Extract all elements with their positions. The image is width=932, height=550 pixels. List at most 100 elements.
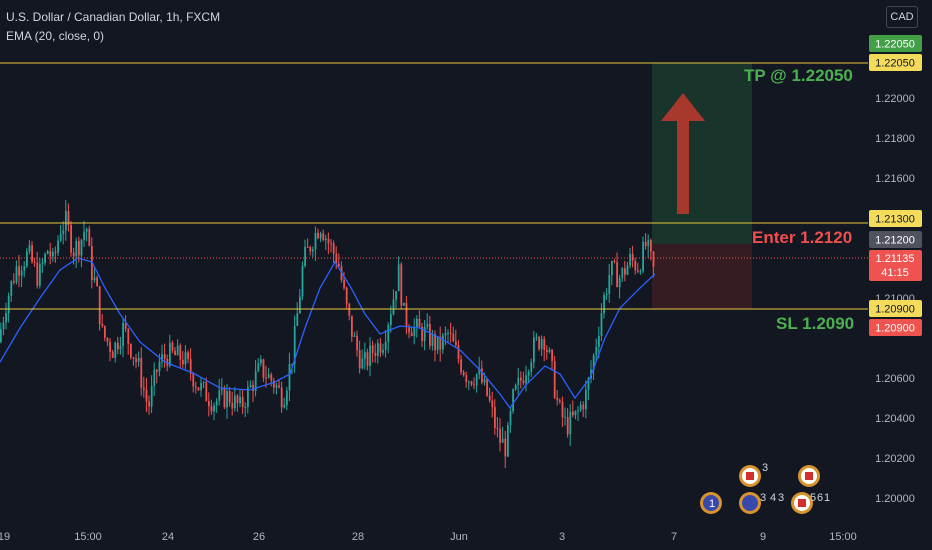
candle <box>582 404 585 410</box>
candle <box>288 364 291 391</box>
candle <box>618 278 621 288</box>
candle <box>494 407 496 428</box>
candle <box>309 247 312 252</box>
candle <box>117 342 119 350</box>
svg-text:5: 5 <box>810 492 816 504</box>
candle <box>452 333 455 342</box>
candle <box>280 387 283 408</box>
candle <box>585 389 587 410</box>
currency-button[interactable]: CAD <box>886 6 918 28</box>
candle <box>392 299 395 315</box>
candle <box>319 233 322 239</box>
sl-price-tag: 1.20900 <box>869 319 922 336</box>
candle <box>304 246 306 266</box>
candle <box>262 359 265 378</box>
candle <box>106 337 109 342</box>
svg-text:1: 1 <box>824 492 830 504</box>
candle <box>301 265 304 297</box>
time-axis[interactable]: 19 15:00 24 26 28 Jun 3 7 9 15:00 <box>0 531 857 543</box>
candle <box>96 277 98 287</box>
candle <box>504 438 507 457</box>
candle <box>421 326 423 341</box>
price-axis[interactable]: 1.220001.218001.216001.214001.210001.206… <box>875 93 915 505</box>
arrow-up-icon <box>661 93 705 214</box>
candle <box>270 374 273 381</box>
svg-text:1.21200: 1.21200 <box>875 235 915 247</box>
candle <box>54 251 57 253</box>
candle <box>78 240 80 256</box>
candle <box>553 361 556 398</box>
resistance-price-tag: 1.21300 <box>869 210 922 227</box>
candle <box>39 263 41 286</box>
candle <box>150 386 153 407</box>
candle <box>249 384 252 387</box>
candle <box>551 349 553 362</box>
candle <box>215 400 218 406</box>
candle <box>122 322 124 346</box>
candle <box>475 374 478 386</box>
candle <box>369 345 371 366</box>
candle <box>239 396 241 404</box>
indicator-legend[interactable]: EMA (20, close, 0) <box>6 29 105 43</box>
candle <box>447 332 449 334</box>
candle <box>195 386 197 388</box>
candle <box>488 395 491 401</box>
svg-text:3: 3 <box>762 462 768 474</box>
candle <box>26 251 28 267</box>
candle <box>182 359 184 365</box>
candle <box>434 334 436 351</box>
stop-loss-label: SL 1.2090 <box>776 314 855 333</box>
svg-text:3: 3 <box>778 492 784 504</box>
candle <box>371 345 374 354</box>
candle <box>187 352 189 360</box>
candle <box>520 377 522 381</box>
candle <box>631 253 634 261</box>
candle <box>20 270 23 276</box>
candle <box>135 358 137 362</box>
candle <box>163 354 166 359</box>
candle <box>13 281 15 283</box>
candle <box>642 241 644 272</box>
candle <box>613 260 616 262</box>
candle <box>509 411 512 425</box>
candle <box>548 349 551 352</box>
event-badges[interactable]: 3 1 3 4 3 5 6 1 <box>700 462 830 514</box>
candle <box>470 381 473 385</box>
candle <box>457 345 460 360</box>
candle <box>332 243 335 254</box>
candle <box>652 251 655 267</box>
sl-line-price-tag: 1.20900 <box>869 300 922 317</box>
candle <box>36 262 39 286</box>
candle <box>286 390 288 406</box>
candle <box>247 386 249 408</box>
candle <box>75 240 78 257</box>
candles-layer <box>0 200 655 469</box>
candle <box>296 313 299 326</box>
candle <box>546 349 548 352</box>
candle <box>130 344 132 358</box>
candle <box>23 266 26 271</box>
tp-price-tag: 1.22050 <box>869 35 922 52</box>
event-badge: 3 4 3 <box>739 492 784 514</box>
candle <box>184 352 187 365</box>
candle <box>366 352 369 366</box>
svg-text:6: 6 <box>817 492 823 504</box>
candle <box>228 391 231 403</box>
candle <box>137 357 140 362</box>
candle <box>244 407 247 409</box>
candle <box>93 277 96 281</box>
candle <box>538 337 540 349</box>
candle <box>483 379 486 383</box>
event-badge <box>798 465 820 487</box>
y-tick-label: 1.20200 <box>875 453 915 465</box>
candle <box>429 323 431 346</box>
y-tick-label: 1.20400 <box>875 413 915 425</box>
candle <box>161 354 163 362</box>
chart-legend: U.S. Dollar / Canadian Dollar, 1h, FXCM … <box>6 8 220 46</box>
candle <box>644 241 647 247</box>
candle <box>564 416 566 418</box>
candle <box>535 337 538 339</box>
x-tick-label: 24 <box>162 531 174 543</box>
y-tick-label: 1.21600 <box>875 173 915 185</box>
